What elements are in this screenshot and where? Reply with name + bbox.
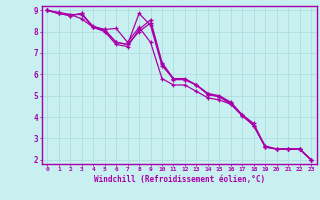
- X-axis label: Windchill (Refroidissement éolien,°C): Windchill (Refroidissement éolien,°C): [94, 175, 265, 184]
